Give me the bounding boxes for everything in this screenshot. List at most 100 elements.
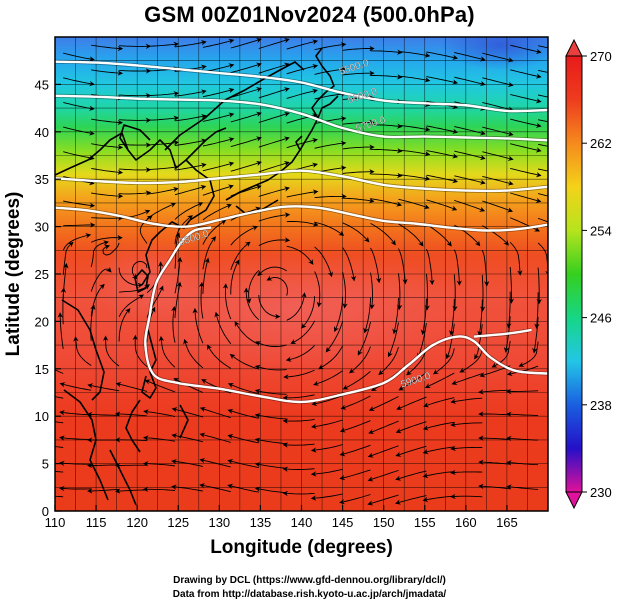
- streamline: [173, 378, 204, 393]
- contour-line: [55, 60, 548, 113]
- streamline: [357, 321, 371, 356]
- streamline: [422, 471, 455, 479]
- streamline: [482, 52, 514, 63]
- streamline: [55, 369, 64, 374]
- y-tick-label: 5: [42, 457, 49, 472]
- streamline: [55, 396, 64, 399]
- streamline: [342, 119, 375, 126]
- x-tick-label: 150: [373, 515, 395, 530]
- streamline: [91, 235, 123, 243]
- streamline: [146, 202, 176, 220]
- streamline: [510, 143, 542, 153]
- streamline: [174, 113, 207, 122]
- streamline: [538, 45, 548, 49]
- x-tick-label: 145: [332, 515, 354, 530]
- streamline: [342, 144, 375, 150]
- streamline: [310, 493, 343, 501]
- streamline: [227, 483, 259, 493]
- streamline: [91, 192, 124, 199]
- streamline: [314, 221, 345, 236]
- streamline: [174, 138, 207, 146]
- streamline: [55, 470, 64, 473]
- streamline: [282, 394, 315, 401]
- streamline: [369, 272, 375, 310]
- colorbar-tick-label: 254: [590, 223, 612, 238]
- streamline: [482, 175, 514, 186]
- streamline: [254, 486, 287, 494]
- contour-line: [55, 94, 548, 142]
- streamline: [510, 44, 542, 55]
- streamline: [342, 247, 357, 282]
- streamline: [86, 411, 120, 418]
- streamline: [254, 364, 287, 371]
- streamline: [118, 308, 131, 342]
- streamline: [314, 246, 333, 278]
- streamline: [510, 118, 542, 128]
- streamline: [115, 381, 148, 392]
- streamline: [90, 240, 109, 268]
- streamline: [91, 215, 124, 221]
- streamline: [478, 389, 511, 395]
- streamline: [510, 93, 542, 104]
- streamline: [183, 338, 204, 369]
- x-tick-label: 125: [167, 515, 189, 530]
- streamline: [538, 94, 548, 98]
- streamline: [318, 345, 343, 370]
- x-axis-ticks: 110 115 120 125 130 135 140 145 150 155 160 165: [45, 505, 518, 530]
- streamline: [286, 137, 318, 149]
- streamline: [118, 294, 145, 318]
- streamline: [342, 222, 370, 243]
- streamline: [506, 411, 539, 417]
- streamline: [450, 445, 483, 452]
- streamline: [91, 69, 124, 76]
- streamline: [426, 76, 459, 85]
- streamline: [282, 490, 315, 497]
- streamline: [370, 223, 396, 246]
- streamline: [477, 299, 483, 337]
- streamline: [491, 340, 511, 368]
- streamline: [314, 271, 323, 308]
- streamline: [367, 469, 399, 482]
- streamline: [63, 151, 95, 161]
- streamline: [243, 287, 260, 321]
- chart-title: GSM 00Z01Nov2024 (500.0hPa): [144, 2, 475, 27]
- streamline: [510, 167, 542, 178]
- streamline: [510, 217, 540, 232]
- contour-line: [55, 169, 548, 193]
- streamline: [174, 89, 207, 97]
- streamline: [537, 217, 548, 223]
- streamline: [158, 335, 176, 368]
- streamline: [423, 397, 455, 408]
- streamline: [311, 419, 343, 429]
- contour-line: [55, 205, 548, 232]
- colorbar-bottom-arrow: [565, 491, 583, 510]
- streamline: [448, 298, 455, 336]
- streamline: [426, 51, 459, 60]
- streamline: [454, 126, 486, 136]
- x-axis-label: Longitude (degrees): [0, 537, 619, 559]
- streamline: [482, 151, 514, 161]
- streamline: [370, 148, 403, 154]
- streamline: [506, 460, 539, 466]
- streamline: [230, 259, 240, 295]
- streamline: [286, 221, 319, 227]
- streamline: [453, 249, 462, 286]
- streamline: [368, 420, 399, 435]
- streamline: [119, 43, 152, 50]
- streamline: [258, 212, 291, 222]
- y-tick-label: 35: [35, 172, 49, 187]
- streamline: [478, 411, 511, 417]
- x-tick-label: 120: [126, 515, 148, 530]
- y-tick-label: 25: [35, 267, 49, 282]
- x-tick-label: 160: [455, 515, 477, 530]
- streamline: [339, 469, 371, 481]
- streamline: [482, 77, 514, 88]
- streamline: [227, 383, 259, 395]
- streamline: [202, 38, 235, 48]
- streamline: [257, 266, 287, 277]
- streamline: [230, 225, 258, 246]
- streamline: [290, 320, 315, 344]
- streamline: [286, 39, 319, 50]
- colorbar-tick-label: 238: [590, 398, 612, 413]
- streamline: [314, 42, 347, 51]
